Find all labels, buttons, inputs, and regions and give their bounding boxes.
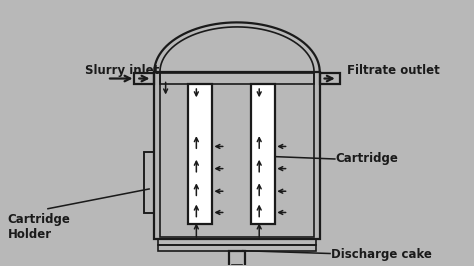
Bar — [319, 73, 339, 84]
Bar — [135, 73, 155, 84]
Bar — [232, 265, 242, 266]
Bar — [160, 72, 314, 236]
Bar — [251, 84, 275, 224]
Text: Discharge cake: Discharge cake — [330, 248, 431, 261]
Text: Cartridge
Holder: Cartridge Holder — [8, 213, 71, 242]
Bar — [144, 152, 155, 213]
Bar — [155, 72, 319, 239]
Bar — [188, 84, 212, 224]
Text: Cartridge: Cartridge — [335, 152, 398, 165]
Bar — [229, 251, 245, 266]
Text: Slurry inlet: Slurry inlet — [85, 64, 159, 77]
Bar — [160, 73, 314, 84]
Bar — [158, 245, 316, 251]
Bar — [158, 239, 316, 245]
Text: Filtrate outlet: Filtrate outlet — [346, 64, 439, 77]
